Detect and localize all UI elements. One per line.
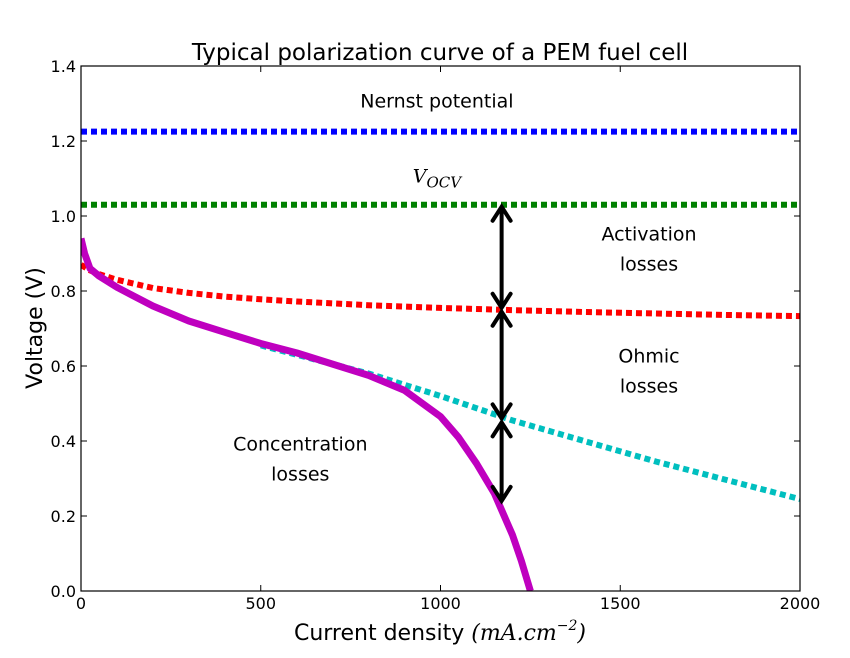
x-tick-label: 1000 — [420, 594, 461, 613]
x-tick-label: 500 — [245, 594, 276, 613]
x-tick-label: 2000 — [780, 594, 821, 613]
x-tick-label: 1500 — [600, 594, 641, 613]
series-activation-line — [81, 262, 800, 320]
series-polarization-curve — [81, 237, 534, 591]
y-tick-label: 0.8 — [51, 282, 76, 301]
loss-arrow-head-down — [490, 484, 513, 505]
annotation-1: Nernst potential — [360, 90, 513, 112]
y-axis-label: Voltage (V) — [23, 267, 48, 389]
x-axis-label-unit-exponent: −2 — [557, 618, 578, 634]
plot-frame — [80, 65, 801, 592]
x-tick-label: 0 — [76, 594, 86, 613]
x-axis-label-unit: mA.cm — [480, 621, 557, 646]
series-layer — [81, 128, 800, 591]
loss-arrow-head-up — [490, 308, 513, 328]
annotation-layer: Nernst potential VOCV Activation losses Ohmi… — [233, 90, 696, 485]
annotation-symbol: V — [413, 165, 429, 187]
y-tick-label: 1.2 — [51, 132, 76, 151]
annotation-subscript: OCV — [426, 173, 463, 191]
y-tick-label: 0.0 — [51, 582, 76, 601]
annotation-2: VOCV — [413, 165, 464, 191]
annotation-5: Ohmic — [618, 345, 679, 367]
loss-arrow-head-down — [490, 402, 513, 423]
chart-title: Typical polarization curve of a PEM fuel… — [191, 40, 688, 66]
y-tick-label: 0.4 — [51, 432, 76, 451]
y-tick-label: 1.4 — [51, 57, 76, 76]
loss-arrow-1 — [490, 203, 513, 312]
x-axis-label-text: Current density — [294, 621, 464, 646]
y-tick-label: 1.0 — [51, 207, 76, 226]
annotation-8: losses — [271, 463, 329, 485]
x-axis-label: Current density (mA.cm−2) — [294, 618, 586, 646]
x-axis-label-unit-close: ) — [576, 621, 586, 646]
loss-arrow-2 — [490, 308, 513, 423]
tick-layer: 0 500 1000 1500 2000 0.0 0.2 0.4 0.6 0.8 1.0 1.2 1.4 — [51, 57, 821, 613]
loss-arrow-head-up — [490, 418, 513, 439]
loss-arrow-3 — [490, 418, 513, 505]
x-axis-label-unit-open: ( — [464, 621, 480, 646]
loss-arrow-head-up — [490, 203, 513, 223]
annotation-6: losses — [620, 375, 678, 397]
annotation-4: losses — [620, 253, 678, 275]
y-tick-label: 0.2 — [51, 507, 76, 526]
annotation-7: Concentration — [233, 433, 367, 455]
arrow-layer — [490, 203, 513, 505]
loss-arrow-head-down — [490, 291, 513, 312]
annotation-3: Activation — [601, 223, 696, 245]
y-tick-label: 0.6 — [51, 357, 76, 376]
